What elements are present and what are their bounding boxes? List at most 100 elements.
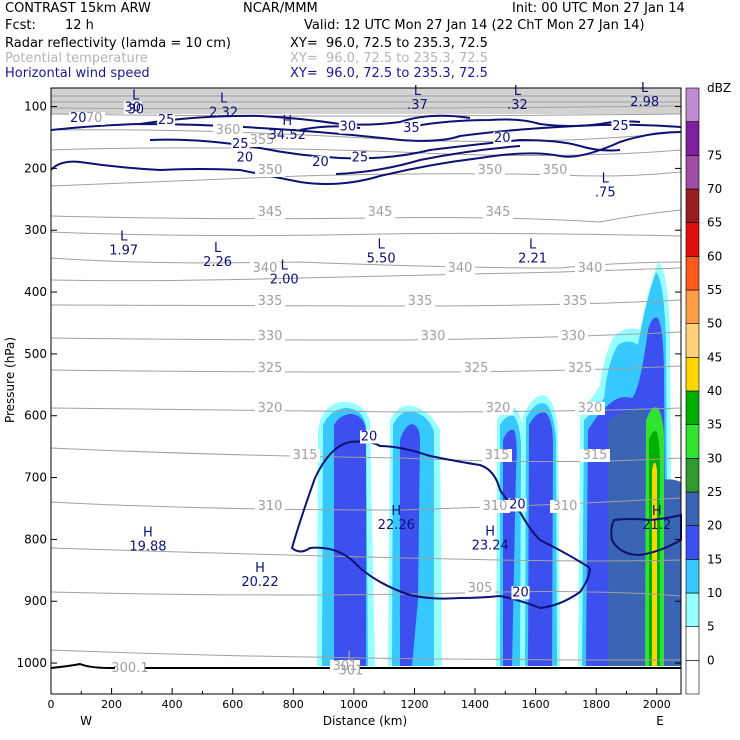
dbz-colorbar: dBZ 0 5 10 15 20 25 30 35 40 45 50 55 60 65 70 75: [685, 81, 731, 695]
theta-label-bg: [255, 362, 285, 375]
theta-label-bg: [330, 660, 360, 673]
extremum-value: 2.32: [209, 105, 238, 120]
theta-label-bg: [480, 500, 510, 513]
colorbar-swatch: [685, 357, 700, 392]
theta-label: 350: [258, 163, 283, 178]
forecast-hour: 12 h: [65, 18, 94, 33]
init-time: Init: 00 UTC Mon 27 Jan 14: [512, 1, 685, 16]
extremum-value: 1.97: [109, 243, 138, 258]
extremum-value: .32: [507, 98, 528, 113]
x-tick-label: 1200: [400, 698, 428, 711]
wind-label: 20: [312, 155, 329, 170]
theta-label: 340: [448, 261, 473, 276]
colorbar-swatch: [685, 121, 700, 156]
extremum-value: 5.50: [367, 251, 396, 266]
y-tick-label: 200: [24, 161, 47, 175]
theta-label: 325: [568, 361, 593, 376]
forecast-label: Fcst:: [5, 18, 36, 33]
theta-label: 360: [216, 123, 241, 138]
theta-label-bg: [115, 662, 145, 675]
extremum-type: H: [391, 504, 401, 519]
extremum-type: L: [214, 241, 222, 256]
theta-label: 325: [464, 361, 489, 376]
theta-label-bg: [483, 206, 513, 219]
model-title: CONTRAST 15km ARW: [5, 1, 151, 16]
theta-label: 330: [258, 329, 283, 344]
theta-dense-band: [51, 88, 681, 114]
theta-label-bg: [482, 449, 512, 462]
theta-label-bg: [247, 134, 277, 147]
colorbar-swatch: [685, 390, 700, 425]
refl-east-20dbz-b: [662, 479, 681, 666]
theta-label: 350: [478, 163, 503, 178]
theta-label: 335: [408, 294, 433, 309]
extremum-type: H: [143, 526, 153, 541]
wind-label-bg: [311, 155, 330, 169]
theta-label: 315: [583, 448, 608, 463]
extremum-type: L: [602, 171, 610, 186]
colorbar-label: 10: [707, 586, 722, 600]
wind-label-bg: [231, 137, 250, 151]
wind-label-bg: [360, 430, 379, 444]
wind-label-bg: [493, 131, 512, 145]
refl-cell-1-15dbz: [334, 414, 366, 666]
wind-label: 20: [70, 111, 87, 126]
colorbar-label: 35: [707, 418, 722, 432]
extremum-value: 30: [128, 102, 145, 117]
extremum-type: H: [282, 114, 292, 129]
colorbar-swatch: [685, 323, 700, 358]
extremum-value: .75: [595, 185, 616, 200]
wind-label: 20: [494, 131, 511, 146]
x-tick-label: 1800: [582, 698, 610, 711]
colorbar-label: 55: [707, 283, 722, 297]
theta-label: 345: [368, 205, 393, 220]
refl-cell-3-15dbz: [503, 429, 517, 666]
extremum-type: L: [281, 258, 289, 273]
colorbar-swatch: [685, 458, 700, 493]
y-axis: 100 200 300 400 500 600 700 800 900 1000: [16, 100, 681, 670]
y-tick-label: 500: [24, 347, 47, 361]
x-axis-label: Distance (km): [323, 714, 407, 728]
x-tick-label: 600: [222, 698, 243, 711]
wind-label: 20: [509, 497, 526, 512]
theta-label: 335: [563, 294, 588, 309]
theta-label: 315: [293, 448, 318, 463]
colorbar-label: 15: [707, 552, 722, 566]
east-label: E: [656, 714, 664, 728]
extremum-value: 301: [338, 663, 363, 678]
theta-label: 355: [250, 133, 275, 148]
wind-label: 25: [612, 119, 629, 134]
theta-label-bg: [255, 402, 285, 415]
wind-label-bg: [338, 120, 357, 134]
colorbar-swatch: [685, 222, 700, 257]
wind-label-bg: [508, 498, 527, 512]
wind-label: 30: [340, 120, 357, 135]
theta-label-bg: [565, 362, 595, 375]
y-tick-label: 900: [24, 594, 47, 608]
colorbar-label: 30: [707, 451, 722, 465]
wind-label: 25: [232, 137, 249, 152]
y-tick-label: 1000: [16, 656, 47, 670]
field-wind: Horizontal wind speed: [5, 66, 150, 81]
refl-east-20dbz: [608, 407, 646, 666]
center-label: NCAR/MMM: [243, 1, 318, 16]
theta-label: 340: [578, 261, 603, 276]
extremum-value: 23.24: [472, 538, 509, 553]
wind-label-bg: [402, 121, 421, 135]
x-tick-label: 800: [283, 698, 304, 711]
wind-label-bg: [511, 586, 530, 600]
theta-label-bg: [255, 164, 285, 177]
x-tick-label: 1600: [522, 698, 550, 711]
theta-label-bg: [461, 362, 491, 375]
colorbar-label: 65: [707, 216, 722, 230]
colorbar-label: 75: [707, 148, 722, 162]
extremum-value: 20.22: [241, 575, 278, 590]
theta-label: 300.1: [111, 661, 148, 676]
xy-theta: XY= 96.0, 72.5 to 235.3, 72.5: [290, 51, 488, 66]
theta-label-bg: [483, 402, 513, 415]
colorbar-swatch: [685, 424, 700, 459]
colorbar-label: 60: [707, 249, 722, 263]
x-tick-label: 200: [101, 698, 122, 711]
